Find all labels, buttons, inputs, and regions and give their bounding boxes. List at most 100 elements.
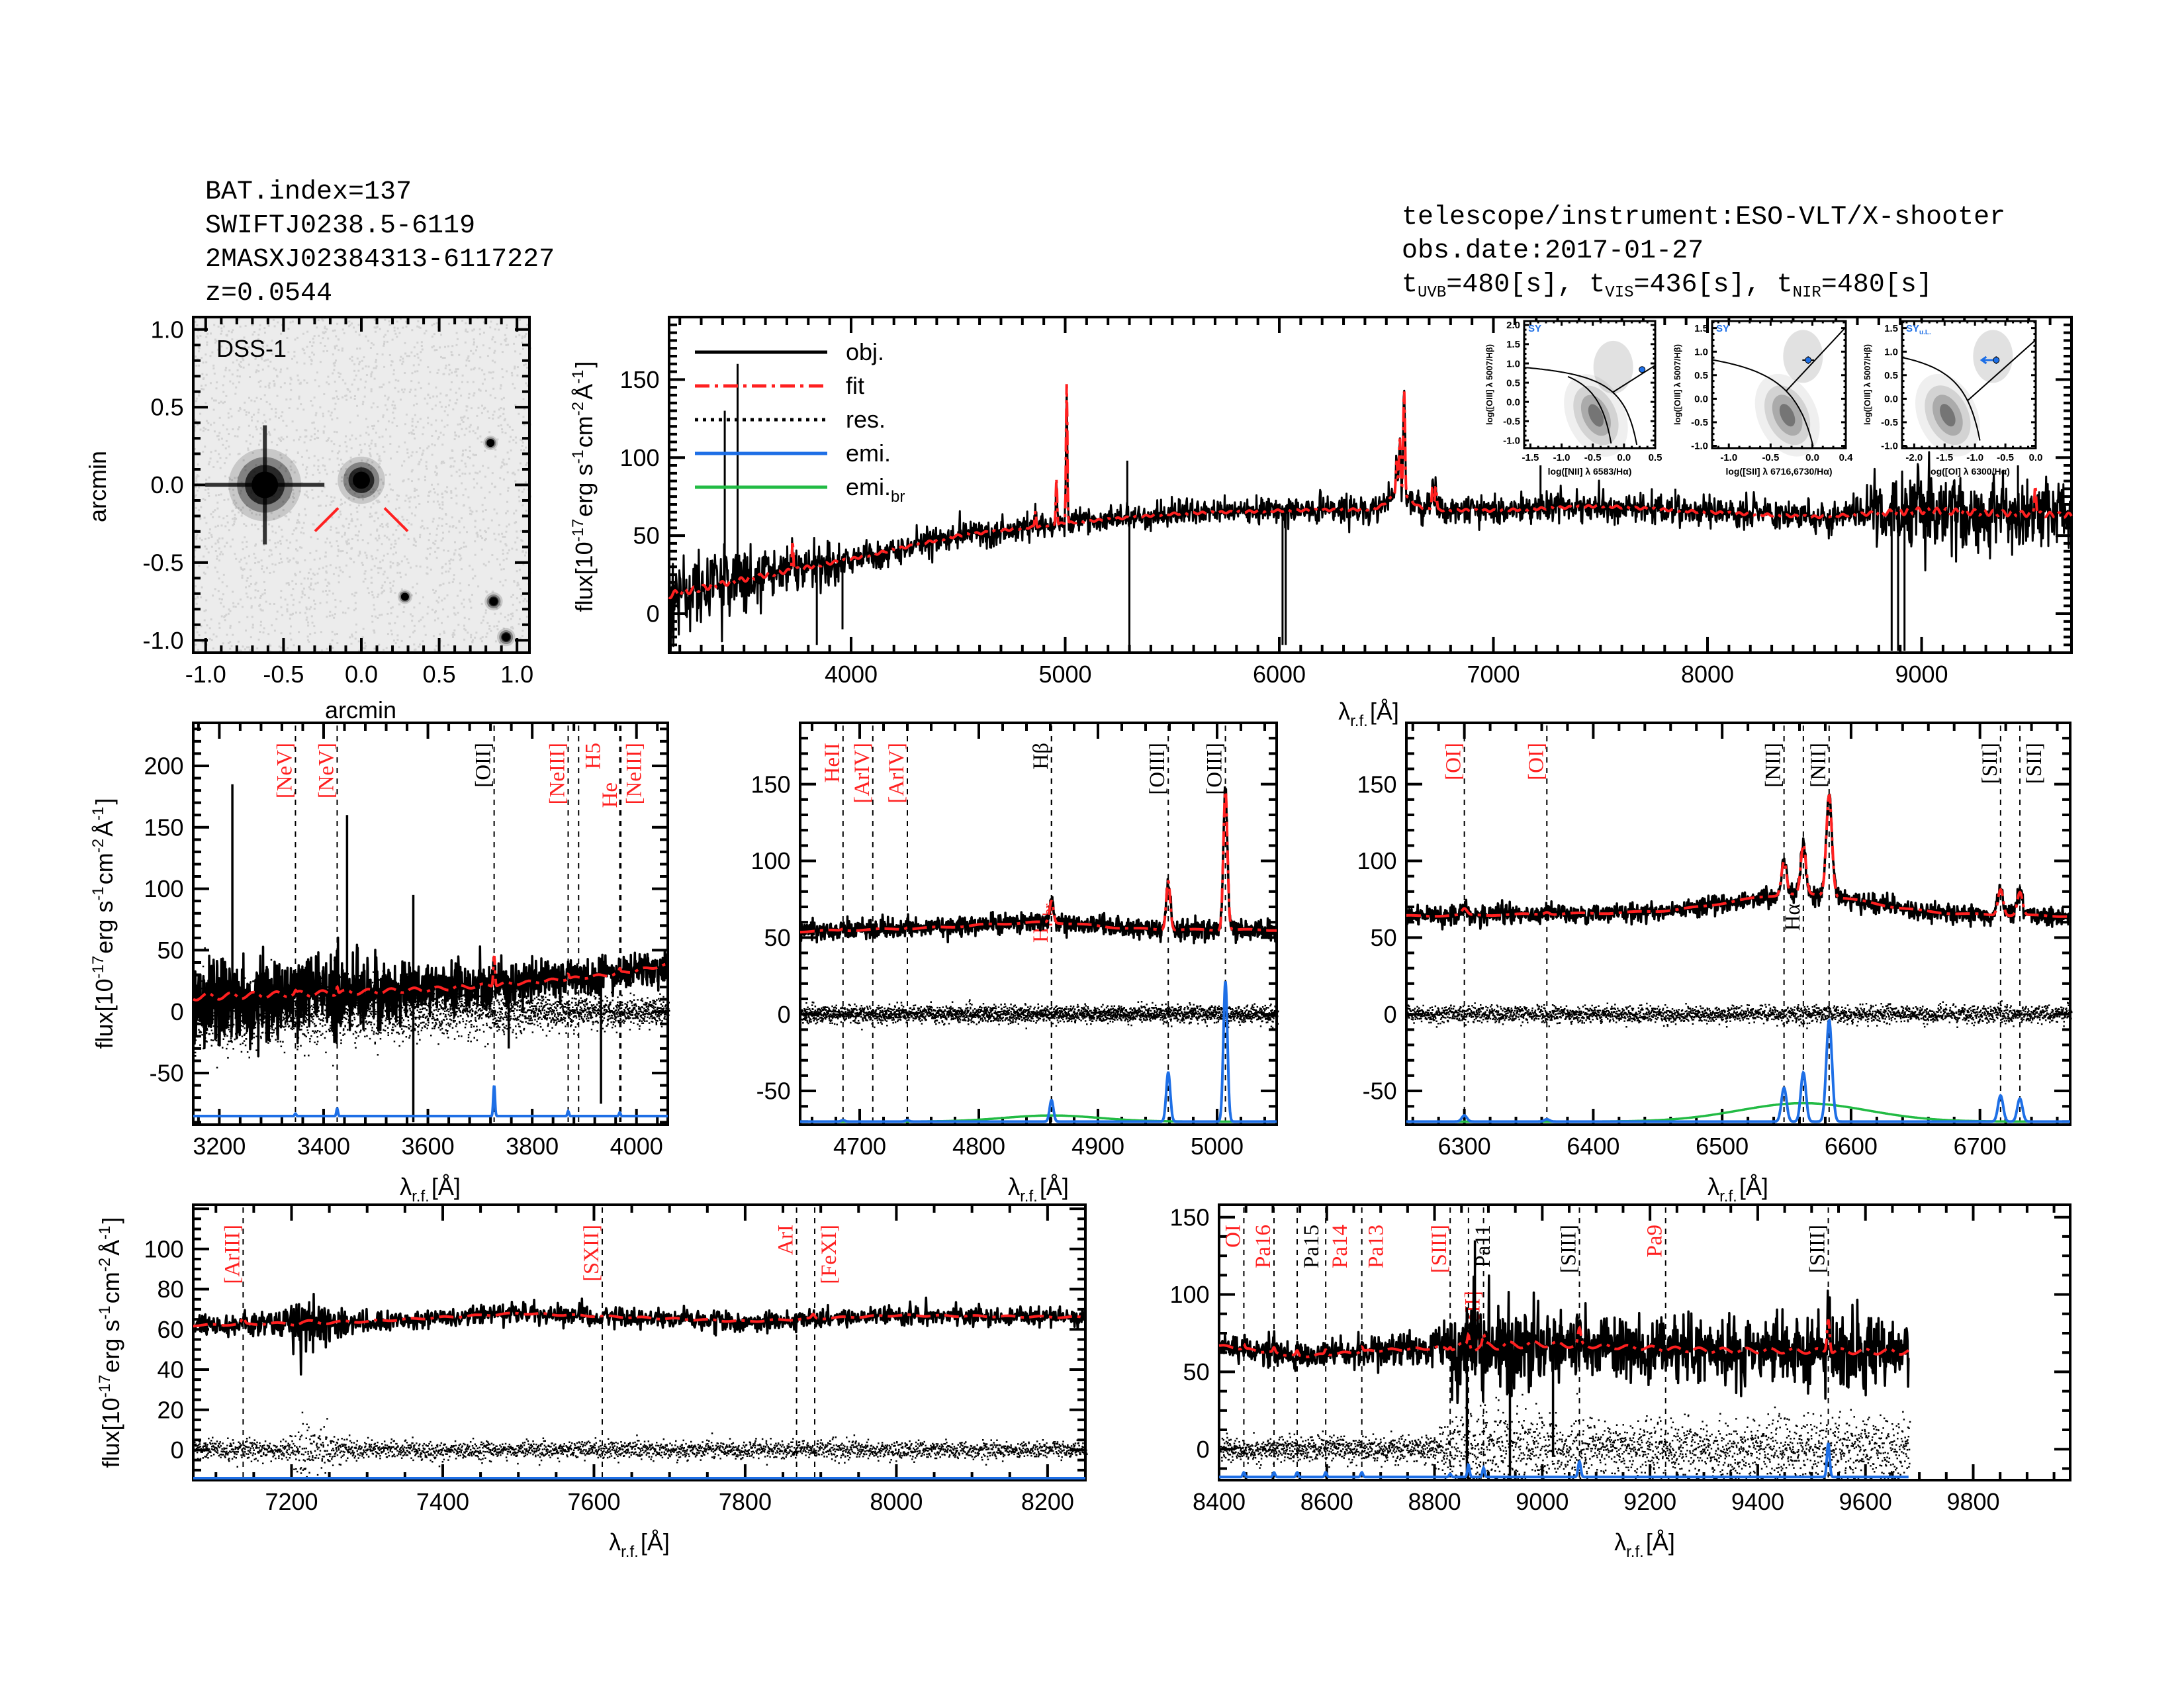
line-label: [ArIV] — [885, 743, 909, 804]
line-label-text: Hα — [1781, 904, 1805, 931]
y-tick-label: -0.5 — [1691, 417, 1708, 428]
x-tick-label: 6000 — [1253, 661, 1306, 688]
bpt-density — [1940, 404, 1956, 427]
x-tick-label: -1.0 — [185, 661, 226, 688]
y-tick-label: -50 — [1363, 1078, 1397, 1105]
line-label-text: [OI] — [1442, 743, 1466, 780]
x-tick-label: 6500 — [1696, 1133, 1749, 1160]
line-label: [NeIII] — [623, 743, 647, 804]
label-part: -1 — [569, 370, 587, 384]
line-label-text: [NeV] — [273, 743, 296, 798]
spectrum-panel-uv: 3200 3400 3600 3800 4000 -50 0 50 100 150 200 [NeV]… — [144, 722, 670, 1160]
line-label: [FeXI] — [817, 1225, 841, 1284]
dss-title: DSS-1 — [216, 335, 287, 362]
y-tick-label: 2.0 — [1506, 320, 1520, 331]
dss-ylabel: arcmin — [84, 451, 111, 522]
line-label-text: Pa15 — [1300, 1225, 1324, 1268]
bpt-density — [1973, 330, 2013, 383]
legend-text: fit — [846, 372, 864, 399]
x-tick-label: 4000 — [825, 661, 878, 688]
fit-line — [1218, 1319, 1909, 1358]
x-tick-label: 7400 — [416, 1488, 469, 1515]
line-label-text: H5 — [581, 743, 605, 769]
y-tick-label: 1.0 — [1884, 346, 1898, 357]
label-part: λ — [1614, 1528, 1626, 1556]
dss-source — [486, 439, 495, 447]
bpt-density — [1564, 374, 1628, 457]
label-part: Å — [570, 384, 598, 400]
obs-date: obs.date:2017-01-27 — [1402, 236, 1704, 266]
label-part: cm — [97, 1272, 124, 1303]
legend-label: res. — [846, 406, 886, 433]
label-part: [Å] — [1739, 1173, 1768, 1200]
residual-points — [1219, 1393, 1911, 1479]
bpt-seyfert-liner-line — [1786, 326, 1846, 391]
y-tick-label: -1.0 — [1503, 436, 1520, 447]
label-part: -17 — [96, 1375, 114, 1398]
line-label-text: [OIII] — [1146, 743, 1169, 795]
bpt-inset-2: -1.0 -0.5 0.0 0.4 -1.0 -0.5 0.0 0.5 1.0 1.5 SY log(… — [1672, 320, 1853, 477]
axis-ticks — [193, 1205, 1087, 1481]
y-axis-label-main: flux[10-17 erg s-1 cm-2 Å-1 ] — [569, 361, 598, 612]
y-tick-label: 0 — [778, 1001, 791, 1028]
y-tick-label: 150 — [751, 771, 791, 798]
dss-source — [353, 471, 370, 489]
y-tick-label: -1.0 — [143, 627, 184, 654]
label-part: ] — [570, 361, 598, 368]
x-tick-label: 4000 — [610, 1133, 663, 1160]
bpt-class-text: SY — [1716, 323, 1729, 334]
bpt-demarcation-curve — [1711, 359, 1814, 447]
dss-xlabel: arcmin — [325, 696, 396, 724]
line-label: [SIII] — [1806, 1225, 1830, 1273]
label-part: ] — [97, 1217, 124, 1224]
line-label: ArI — [774, 1225, 798, 1255]
bpt-density — [1593, 340, 1633, 394]
bpt-density — [1764, 385, 1811, 445]
y-tick-label: 0.0 — [1884, 394, 1898, 405]
y-tick-label: 50 — [764, 924, 791, 951]
line-label: [NII] — [1807, 743, 1831, 788]
line-label: Pa9 — [1643, 1225, 1667, 1258]
x-tick-label: 1.0 — [500, 661, 533, 688]
line-label: [OIII] — [1146, 743, 1169, 795]
legend-label: obj. — [846, 338, 884, 365]
bpt-density — [1783, 330, 1823, 383]
legend-label: emi.br — [846, 473, 905, 506]
fit-line — [1406, 793, 2070, 918]
bpt-demarcation-curve — [1901, 357, 1981, 441]
x-tick-label: 5000 — [1038, 661, 1091, 688]
fit-line — [668, 384, 2073, 600]
bpt-xlabel: log([SII] λ 6716,6730/Hα) — [1725, 466, 1832, 477]
label-part: -17 — [89, 956, 107, 979]
legend-label: emi. — [846, 440, 891, 467]
line-label: He — [598, 782, 622, 808]
y-tick-label: 100 — [1170, 1281, 1210, 1308]
x-tick-label: 8000 — [870, 1488, 923, 1515]
x-tick-label: 3800 — [506, 1133, 559, 1160]
line-label: Pa13 — [1365, 1225, 1388, 1268]
line-label-text: HeII — [821, 743, 844, 782]
bpt-ylabel: log([OIII] λ 5007/Hβ) — [1672, 344, 1682, 425]
bpt-seyfert-liner-line — [1612, 365, 1656, 393]
line-label: [OI] — [1442, 743, 1466, 780]
label-part: r.f. — [1719, 1188, 1737, 1205]
line-label-text: [SII] — [1978, 743, 2002, 784]
x-axis-label: λr.f. [Å] — [400, 1173, 461, 1205]
label-part: -1 — [89, 807, 107, 821]
y-tick-label: 60 — [158, 1316, 184, 1343]
x-tick-label: 8400 — [1193, 1488, 1246, 1515]
y-tick-label: 50 — [158, 937, 184, 964]
y-tick-label: 80 — [158, 1276, 184, 1303]
line-label-text: [ArIII] — [220, 1225, 244, 1284]
exp-uvb-sub: UVB — [1418, 284, 1446, 302]
y-tick-label: 50 — [1183, 1358, 1210, 1385]
x-tick-label: 3600 — [402, 1133, 455, 1160]
label-part: cm — [570, 416, 598, 447]
y-tick-label: -0.5 — [1881, 417, 1898, 428]
label-part: r.f. — [1626, 1543, 1644, 1561]
line-label: [OII] — [472, 743, 496, 788]
x-tick-label: 6600 — [1825, 1133, 1878, 1160]
header-left: BAT.index=137 SWIFTJ0238.5-6119 2MASXJ02… — [205, 177, 555, 308]
bpt-inset-3: -2.0 -1.5 -1.0 -0.5 0.0 -1.0 -0.5 0.0 0.5 1.0 1.5 S… — [1862, 320, 2042, 477]
